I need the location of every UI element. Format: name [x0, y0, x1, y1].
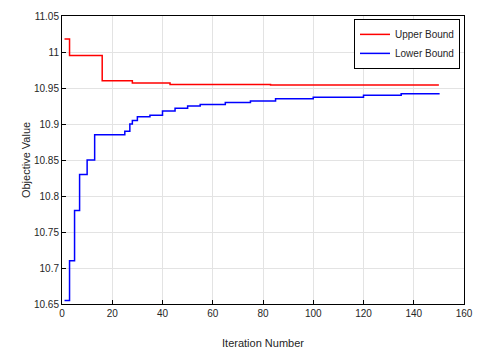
svg-text:10.95: 10.95	[34, 83, 59, 94]
svg-text:Iteration Number: Iteration Number	[222, 337, 304, 349]
svg-text:Lower Bound: Lower Bound	[395, 48, 454, 59]
svg-text:40: 40	[157, 308, 169, 319]
svg-text:10.7: 10.7	[40, 263, 60, 274]
svg-text:0: 0	[59, 308, 65, 319]
svg-text:10.85: 10.85	[34, 155, 59, 166]
svg-text:10.65: 10.65	[34, 299, 59, 310]
svg-text:100: 100	[305, 308, 322, 319]
svg-text:10.75: 10.75	[34, 227, 59, 238]
svg-text:Objective Value: Objective Value	[20, 122, 32, 198]
svg-text:11: 11	[49, 47, 60, 58]
svg-text:120: 120	[355, 308, 372, 319]
svg-text:11.05: 11.05	[35, 11, 60, 22]
svg-text:80: 80	[257, 308, 269, 319]
svg-text:20: 20	[107, 308, 119, 319]
svg-text:160: 160	[456, 308, 473, 319]
svg-text:140: 140	[405, 308, 422, 319]
svg-text:Upper Bound: Upper Bound	[395, 29, 454, 40]
svg-text:10.8: 10.8	[40, 191, 60, 202]
svg-text:60: 60	[207, 308, 219, 319]
svg-text:10.9: 10.9	[40, 119, 60, 130]
